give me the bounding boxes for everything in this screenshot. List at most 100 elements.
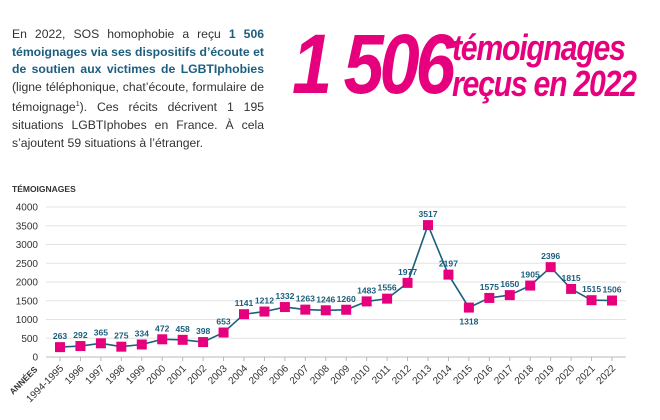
data-label: 263: [53, 331, 68, 341]
data-label: 1260: [337, 294, 356, 304]
data-point: [607, 295, 617, 306]
headline-line1: témoignages: [452, 27, 626, 68]
data-point: [95, 338, 106, 349]
data-point: [463, 302, 474, 313]
headline-text: témoignages reçus en 2022: [452, 27, 637, 104]
data-label: 2396: [541, 251, 560, 261]
x-tick-label: 2009: [329, 363, 353, 387]
y-tick-label: 2000: [16, 278, 39, 289]
x-tick-label: 1996: [63, 363, 87, 387]
data-point: [423, 220, 433, 231]
x-tick-label: 2014: [431, 363, 455, 387]
data-label: 365: [94, 327, 109, 337]
data-point: [586, 295, 597, 306]
x-tick-label: 1998: [104, 363, 128, 387]
data-point: [402, 277, 413, 288]
data-point: [157, 334, 168, 345]
data-label: 1515: [582, 284, 601, 294]
x-tick-label: 1997: [83, 363, 107, 387]
x-tick-label: 2010: [349, 363, 373, 387]
data-label: 1556: [378, 283, 397, 293]
data-point: [177, 334, 188, 345]
x-tick-label: 2022: [595, 363, 619, 387]
data-label: 472: [155, 323, 170, 333]
data-point: [136, 339, 147, 350]
data-point: [341, 304, 352, 315]
data-label: 1575: [480, 282, 499, 292]
intro-text: En 2022, SOS homophobie a reçu 1 506 tém…: [12, 26, 264, 152]
y-tick-label: 0: [32, 353, 38, 364]
x-tick-label: 2008: [308, 363, 332, 387]
data-label: 275: [114, 331, 129, 341]
series-line: [59, 222, 613, 348]
x-tick-label: 2018: [513, 363, 537, 387]
headline-line2: reçus en 2022: [452, 63, 637, 104]
x-tick-label: 2021: [574, 363, 598, 387]
data-label: 398: [196, 326, 211, 336]
data-point: [55, 342, 65, 353]
data-label: 1263: [296, 294, 315, 304]
data-point: [382, 293, 393, 304]
data-label: 653: [216, 317, 231, 327]
x-tick-label: 2002: [186, 363, 210, 387]
data-point: [443, 269, 454, 280]
y-tick-label: 3000: [16, 240, 39, 251]
data-label: 1332: [275, 291, 294, 301]
data-point: [525, 280, 536, 291]
x-tick-label: 1999: [124, 363, 148, 387]
data-point: [279, 302, 290, 313]
x-tick-label: 2013: [411, 363, 435, 387]
x-tick-label: 2000: [145, 363, 169, 387]
y-tick-label: 4000: [16, 203, 39, 214]
intro-part2: (ligne téléphonique, chat’écoute, formul…: [12, 79, 264, 115]
y-tick-label: 500: [21, 334, 38, 345]
data-point: [75, 341, 86, 352]
x-tick-label: 2016: [472, 363, 496, 387]
x-tick-label: 2019: [533, 363, 557, 387]
data-point: [361, 296, 372, 307]
intro-footnote: 1: [75, 101, 80, 109]
data-point: [320, 305, 331, 316]
data-point: [259, 306, 270, 317]
data-label: 1815: [562, 273, 581, 283]
x-tick-label: 2012: [390, 363, 414, 387]
data-label: 3517: [418, 209, 437, 219]
data-label: 1905: [521, 270, 540, 280]
x-tick-label: 2006: [267, 363, 291, 387]
intro-bold: 1 506 témoignages via ses dispositifs d’…: [12, 27, 265, 77]
x-tick-label: 2004: [227, 363, 251, 387]
data-label: 1246: [316, 294, 335, 304]
data-point: [218, 327, 229, 338]
data-point: [566, 283, 577, 294]
data-label: 2197: [439, 259, 458, 269]
intro-part1: En 2022, SOS homophobie a reçu: [12, 27, 229, 41]
x-tick-label: 2017: [492, 363, 516, 387]
x-tick-label: 2001: [165, 363, 189, 387]
data-point: [239, 309, 249, 320]
data-point: [484, 292, 495, 303]
y-tick-label: 1500: [16, 296, 39, 307]
data-label: 1483: [357, 285, 376, 295]
intro-part3: ). Ces récits décrivent 1 195 situations…: [12, 100, 264, 150]
data-point: [116, 341, 127, 352]
y-axis-label: TÉMOIGNAGES: [12, 184, 76, 194]
data-label: 334: [135, 328, 150, 338]
data-label: 1506: [602, 285, 621, 295]
data-label: 1977: [398, 267, 417, 277]
data-label: 1141: [235, 298, 254, 308]
x-tick-label: 2011: [370, 363, 393, 386]
testimonies-line-chart: TÉMOIGNAGES ANNÉES 050010001500200025003…: [7, 184, 626, 405]
x-tick-label: 2007: [288, 363, 312, 387]
data-point: [198, 337, 209, 348]
y-tick-label: 1000: [16, 315, 39, 326]
data-label: 458: [175, 324, 190, 334]
data-label: 1212: [255, 296, 274, 306]
data-label: 292: [73, 330, 88, 340]
data-point: [300, 304, 311, 315]
y-tick-label: 2500: [16, 259, 39, 270]
data-point: [504, 290, 515, 301]
data-label: 1650: [500, 279, 519, 289]
data-label: 1318: [459, 317, 478, 327]
x-tick-label: 2020: [554, 363, 578, 387]
x-tick-label: 2005: [247, 363, 271, 387]
